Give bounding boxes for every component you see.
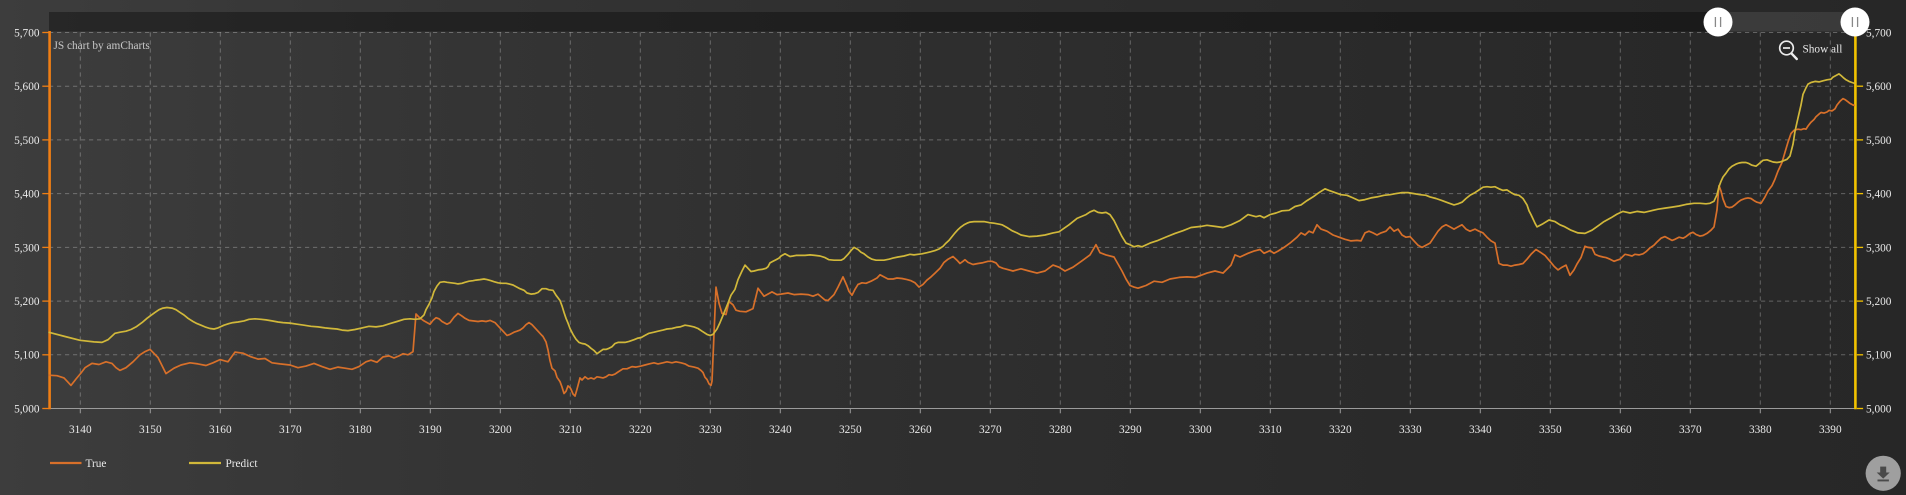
svg-text:5,000: 5,000: [14, 403, 40, 415]
svg-text:JS chart by amCharts: JS chart by amCharts: [54, 40, 150, 52]
svg-text:5,200: 5,200: [14, 296, 40, 308]
svg-text:5,100: 5,100: [1866, 350, 1892, 362]
svg-text:5,500: 5,500: [14, 135, 40, 147]
svg-text:3180: 3180: [349, 424, 372, 436]
svg-text:3310: 3310: [1259, 424, 1282, 436]
svg-text:3230: 3230: [699, 424, 722, 436]
svg-text:3320: 3320: [1329, 424, 1352, 436]
svg-text:5,600: 5,600: [14, 81, 40, 93]
svg-text:3360: 3360: [1609, 424, 1632, 436]
svg-text:3290: 3290: [1119, 424, 1142, 436]
svg-text:3300: 3300: [1189, 424, 1212, 436]
svg-text:Show all: Show all: [1803, 44, 1843, 56]
svg-text:Predict: Predict: [226, 458, 259, 470]
svg-text:3380: 3380: [1749, 424, 1772, 436]
svg-text:5,100: 5,100: [14, 350, 40, 362]
svg-text:3350: 3350: [1539, 424, 1562, 436]
svg-text:3280: 3280: [1049, 424, 1072, 436]
svg-text:5,000: 5,000: [1866, 403, 1892, 415]
svg-text:3370: 3370: [1679, 424, 1702, 436]
svg-text:5,500: 5,500: [1866, 135, 1892, 147]
svg-text:3170: 3170: [279, 424, 302, 436]
svg-text:5,600: 5,600: [1866, 81, 1892, 93]
svg-text:3240: 3240: [769, 424, 792, 436]
svg-text:5,400: 5,400: [1866, 189, 1892, 201]
svg-text:3190: 3190: [419, 424, 442, 436]
svg-text:5,700: 5,700: [14, 27, 40, 39]
svg-text:5,300: 5,300: [1866, 242, 1892, 254]
svg-text:3330: 3330: [1399, 424, 1422, 436]
svg-text:5,700: 5,700: [1866, 27, 1892, 39]
svg-text:3260: 3260: [909, 424, 932, 436]
svg-text:3340: 3340: [1469, 424, 1492, 436]
svg-text:5,200: 5,200: [1866, 296, 1892, 308]
svg-text:3160: 3160: [209, 424, 232, 436]
svg-text:3250: 3250: [839, 424, 862, 436]
svg-text:5,300: 5,300: [14, 242, 40, 254]
svg-text:3150: 3150: [139, 424, 162, 436]
svg-text:3200: 3200: [489, 424, 512, 436]
svg-text:5,400: 5,400: [14, 189, 40, 201]
svg-text:3270: 3270: [979, 424, 1002, 436]
svg-text:3390: 3390: [1819, 424, 1842, 436]
svg-text:3210: 3210: [559, 424, 582, 436]
svg-text:3220: 3220: [629, 424, 652, 436]
svg-text:3140: 3140: [69, 424, 92, 436]
svg-text:True: True: [86, 458, 107, 470]
